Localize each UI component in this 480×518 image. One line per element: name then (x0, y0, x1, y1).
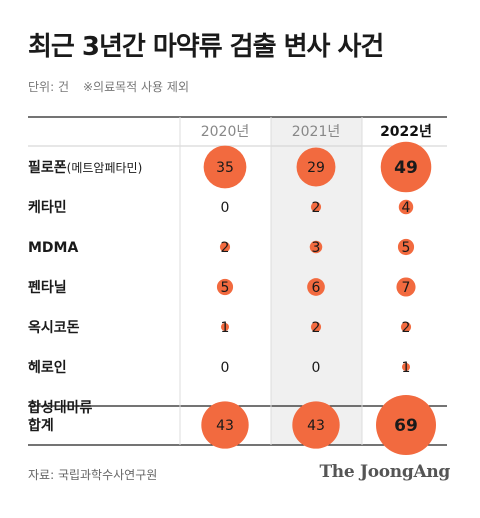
brand-logo: The JoongAng (319, 462, 450, 482)
value-bubble (397, 238, 415, 256)
value-label: 1 (402, 360, 411, 376)
row-label: 펜타닐 (28, 279, 67, 296)
unit-label: 단위: 건 (28, 80, 69, 94)
value-label: 2 (312, 320, 321, 336)
row-label: 케타민 (28, 199, 67, 216)
row-label-sub: (메트암페타민) (67, 161, 143, 175)
chart-subtitle: 단위: 건 ※의료목적 사용 제외 (28, 78, 189, 95)
value-label: 2 (402, 320, 411, 336)
value-bubble (201, 401, 249, 449)
value-label: 0 (221, 200, 230, 216)
value-label: 5 (402, 240, 411, 256)
row-label: MDMA (28, 240, 78, 256)
value-bubble (296, 147, 336, 187)
value-bubble (400, 321, 412, 333)
row-label: 옥시코돈 (28, 320, 80, 336)
value-bubble (307, 278, 325, 296)
value-bubble (380, 141, 432, 193)
value-label: 0 (312, 360, 321, 376)
value-label: 1 (221, 320, 230, 336)
column-header: 2021년 (292, 124, 341, 140)
value-bubble (396, 277, 416, 297)
column-header: 2022년 (380, 124, 432, 140)
value-label: 49 (394, 158, 418, 178)
value-label: 35 (216, 160, 234, 176)
value-label: 69 (394, 416, 418, 436)
value-label: 43 (216, 418, 234, 434)
value-bubble (216, 278, 234, 296)
source-label: 자료: 국립과학수사연구원 (28, 468, 158, 482)
row-label: 필로폰(메트암페타민) (28, 159, 142, 176)
value-bubble (203, 145, 247, 189)
value-label: 7 (402, 280, 411, 296)
value-bubble (310, 201, 322, 213)
row-label: 헤로인 (28, 359, 67, 376)
column-header: 2020년 (201, 124, 250, 140)
note-label: ※의료목적 사용 제외 (82, 80, 189, 94)
value-label: 2 (312, 200, 321, 216)
value-bubble (221, 323, 229, 331)
value-label: 3 (312, 240, 321, 256)
value-label: 0 (221, 360, 230, 376)
row-label: 합성대마류 (28, 399, 93, 416)
value-label: 4 (402, 200, 411, 216)
value-bubble (310, 321, 322, 333)
value-bubble (219, 241, 231, 253)
value-bubble (292, 401, 340, 449)
value-bubble (309, 240, 323, 254)
value-label: 6 (312, 280, 321, 296)
value-label: 5 (221, 280, 230, 296)
chart-title: 최근 3년간 마약류 검출 변사 사건 (28, 32, 384, 62)
value-bubble (376, 395, 436, 455)
value-bubble (398, 199, 414, 215)
value-label: 2 (221, 240, 230, 256)
value-label: 43 (307, 418, 325, 434)
value-label: 29 (307, 160, 325, 176)
total-label: 합계 (28, 417, 54, 434)
value-bubble (402, 363, 410, 371)
